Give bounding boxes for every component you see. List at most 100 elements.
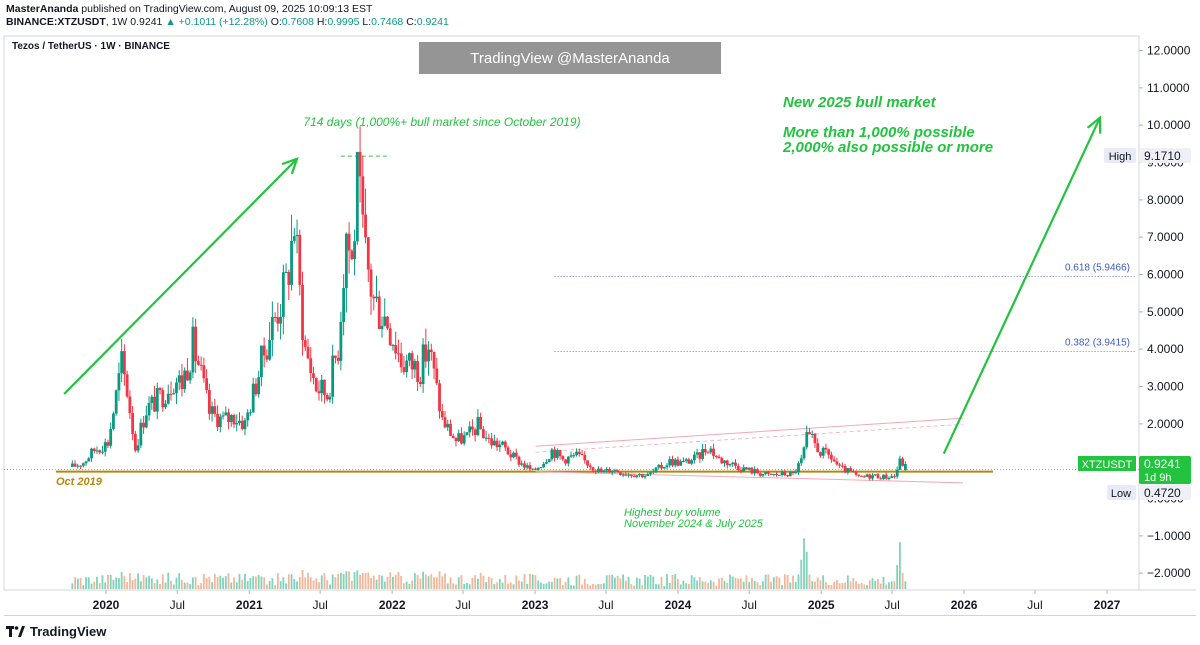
candle-body: [369, 269, 373, 297]
x-tick-label: Jul: [742, 598, 757, 612]
candle-body: [81, 463, 85, 466]
volume-bar: [249, 577, 252, 589]
volume-bar: [531, 574, 534, 589]
candle-body: [791, 472, 795, 474]
candle-body: [605, 468, 609, 471]
high-value: 0.9995: [327, 16, 360, 28]
candle-body: [388, 328, 392, 346]
volume-bar: [833, 581, 836, 589]
volume-bar: [616, 575, 619, 589]
candle-body: [555, 450, 559, 458]
candle-body: [273, 316, 277, 318]
price-change: +0.1011 (+12.28%): [178, 16, 268, 28]
volume-bar: [879, 583, 882, 589]
candle-body: [249, 412, 252, 414]
candle-body: [745, 467, 748, 470]
volume-bar: [781, 585, 783, 589]
volume-bar: [115, 577, 118, 589]
volume-bar: [501, 582, 504, 589]
candle-body: [501, 441, 504, 445]
volume-bar: [131, 580, 134, 589]
volume-bar: [627, 576, 630, 589]
volume-bar: [255, 576, 257, 589]
candle-body: [903, 464, 907, 471]
volume-bar: [644, 575, 646, 589]
volume-bar: [633, 585, 635, 589]
candle-body: [114, 390, 118, 414]
x-tick-label: Jul: [1027, 598, 1042, 612]
volume-bar: [660, 576, 663, 589]
chart-title: Tezos / TetherUS · 1W · BINANCE: [12, 41, 170, 52]
volume-bar: [885, 584, 888, 589]
candle-body: [218, 416, 222, 428]
candle-body: [717, 456, 721, 459]
candle-body: [854, 472, 858, 475]
candle-body: [509, 454, 513, 458]
candle-body: [758, 473, 762, 476]
candle-body: [251, 383, 255, 413]
annotation-2000-percent: 2,000% also possible or more: [782, 139, 993, 156]
volume-bar: [219, 575, 222, 589]
volume-bar: [899, 542, 901, 589]
volume-bar: [646, 576, 649, 589]
arrow-2019-2021-shaft: [63, 157, 298, 395]
publisher-name[interactable]: MasterAnanda: [6, 3, 79, 15]
candle-body: [79, 465, 82, 467]
fib-level-label: 0.382 (3.9415): [1065, 337, 1130, 348]
volume-bar: [123, 576, 126, 589]
volume-bar: [175, 577, 178, 589]
volume-bar: [279, 581, 282, 589]
volume-bar: [244, 573, 246, 589]
candle-body: [301, 284, 304, 341]
volume-bar: [572, 585, 575, 589]
candle-body: [753, 469, 757, 474]
candle-body: [698, 452, 702, 459]
volume-bar: [868, 580, 871, 589]
volume-bar: [666, 574, 668, 589]
candle-body: [229, 415, 233, 422]
candle-body: [125, 374, 129, 397]
channel-lower-line: [535, 471, 963, 484]
candle-body: [531, 468, 535, 470]
candle-body: [84, 461, 88, 464]
bar-countdown: 1d 9h: [1144, 472, 1172, 484]
volume-bar: [71, 583, 74, 589]
candle-body: [175, 382, 178, 394]
volume-bar: [649, 574, 652, 589]
candle-body: [640, 474, 644, 478]
candle-body: [706, 452, 710, 454]
volume-bar: [227, 573, 230, 589]
candle-body: [446, 423, 450, 428]
candle-body: [427, 349, 430, 362]
y-tick-label: 3.0000: [1147, 380, 1184, 394]
volume-bar: [529, 573, 531, 589]
candle-body: [235, 423, 239, 425]
candle-body: [865, 474, 869, 477]
candle-body: [161, 390, 165, 408]
x-tick-label: 2023: [522, 598, 549, 612]
volume-bar: [523, 574, 526, 589]
volume-bar: [512, 584, 515, 589]
candle-body: [819, 452, 822, 456]
volume-bar: [331, 574, 334, 589]
candle-body: [901, 458, 905, 466]
candle-body: [709, 448, 713, 453]
oct-2019-label: Oct 2019: [56, 476, 103, 488]
candle-body: [487, 437, 491, 439]
candle-body: [492, 440, 496, 446]
candle-body: [70, 463, 74, 467]
candle-body: [662, 467, 666, 469]
footer-brand-text: TradingView: [30, 624, 107, 639]
volume-bar: [405, 581, 408, 589]
candle-body: [756, 469, 759, 474]
volume-bar: [76, 578, 79, 589]
candle-body: [112, 413, 115, 429]
volume-bar: [877, 579, 879, 589]
candle-body: [484, 437, 488, 439]
volume-bar: [493, 584, 496, 589]
volume-bar: [764, 574, 767, 589]
volume-bar: [304, 577, 307, 589]
candle-body: [629, 474, 633, 477]
candle-body: [90, 448, 93, 459]
